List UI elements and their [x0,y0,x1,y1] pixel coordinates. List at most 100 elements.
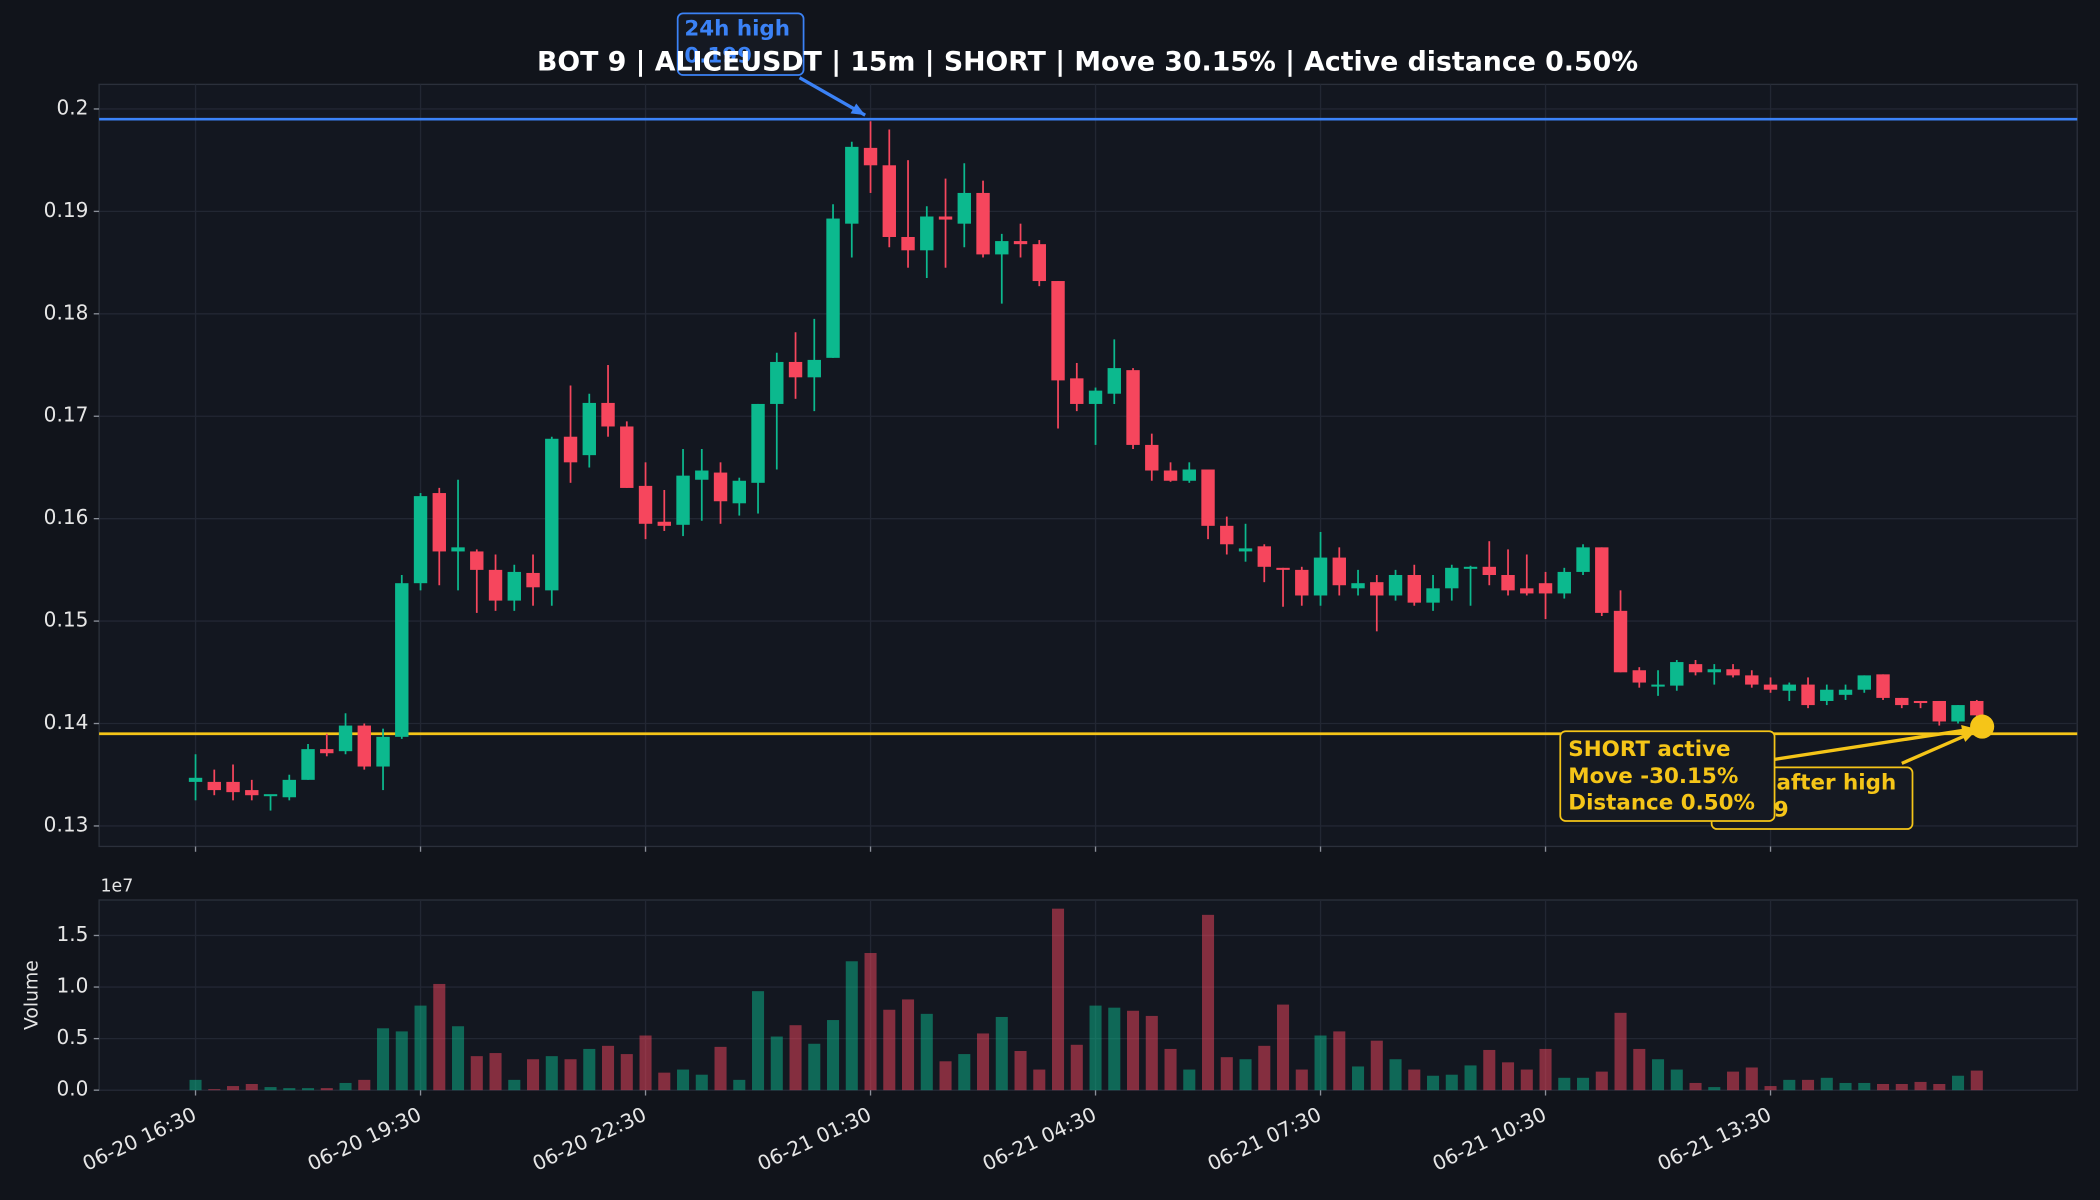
annotation-text: 0.199 [684,43,752,68]
candle-body [1351,583,1365,589]
volume-bar [1858,1082,1871,1091]
candle-body [976,192,990,255]
volume-bar [508,1079,521,1091]
volume-bar [1595,1071,1608,1091]
candle-body [1463,566,1478,569]
annotation-text: Move -30.15% [1568,764,1738,789]
candle-body [957,192,971,224]
volume-bar [1239,1059,1252,1091]
volume-bar [1370,1040,1383,1091]
volume-bar [1258,1045,1271,1091]
volume-bar [1202,914,1215,1091]
candle-body [1576,547,1590,572]
candle-body [713,472,728,502]
volume-bar [527,1059,540,1091]
candle-body [901,236,915,251]
candle-body [413,496,428,584]
volume-bar [789,1025,802,1091]
candle-body [526,572,540,588]
candle-body [395,583,409,737]
volume-bar [958,1054,971,1091]
candle-body [620,426,634,488]
volume-bar [1014,1050,1027,1091]
y-tick-label: 0.17 [44,403,89,427]
volume-bar [1464,1065,1477,1091]
annotation-text: Distance 0.50% [1568,791,1755,816]
candle-body [807,359,821,378]
candle-body [1688,664,1703,673]
volume-bar [302,1088,315,1091]
volume-bar [1333,1031,1346,1091]
volume-bar [1108,1007,1121,1091]
volume-bar [1727,1071,1740,1091]
volume-bar [1745,1067,1758,1091]
volume-bar [677,1069,690,1091]
candle-body [1051,281,1065,381]
volume-bar [1164,1048,1177,1091]
candle-body [1013,241,1028,245]
candle-body [226,781,240,793]
candle-body [1201,469,1215,526]
volume-bar [1295,1069,1308,1091]
volume-bar [1033,1069,1046,1091]
volume-bar [1089,1005,1102,1091]
candle-body [282,779,296,798]
candle-body [1238,548,1253,552]
volume-bar [1970,1070,1983,1091]
y-tick-label: 0.18 [44,300,89,324]
candle-body [1145,444,1159,471]
volume-bar [1633,1048,1646,1091]
y-tick-label: 0.5 [56,1025,88,1049]
candle-body [1595,547,1609,613]
volume-bar [320,1088,333,1091]
candle-body [1763,684,1778,690]
volume-bar [583,1048,596,1091]
y-tick-label: 0.14 [44,710,89,734]
volume-bar [1483,1049,1496,1091]
candle-body [1951,705,1965,722]
candle-body [920,216,934,251]
volume-bar [770,1036,783,1091]
annotation-text: 24h high [684,16,790,41]
candle-body [545,438,559,591]
candle-body [1295,569,1309,596]
candle-body [1520,588,1534,594]
volume-bar [1539,1048,1552,1091]
candle-body [863,147,878,166]
volume-bar [845,961,858,1091]
annotation-text: SHORT active [1568,737,1730,762]
y-tick-label: 0.15 [44,608,89,632]
candle-body [695,470,709,480]
volume-bar [1558,1077,1571,1091]
volume-bar [1052,908,1065,1091]
candle-body [338,725,353,752]
candle-body [788,361,803,378]
candle-body [995,241,1009,255]
volume-bar [1820,1077,1833,1091]
volume-bar [245,1083,258,1091]
volume-bar [283,1088,296,1091]
volume-bar [883,1009,896,1091]
candle-body [1707,669,1721,673]
candle-body [1332,557,1346,586]
volume-bar [995,1016,1008,1091]
volume-bar [264,1087,277,1091]
volume-bar [1895,1083,1908,1091]
candle-body [845,146,859,224]
candle-body [582,402,596,456]
candle-body [1407,574,1421,603]
candle-body [563,436,578,463]
volume-bar [602,1045,615,1091]
volume-bar [1277,1004,1290,1091]
annotation-box [676,12,805,76]
volume-bar [189,1079,202,1091]
candle-body [1876,674,1890,698]
candle-body [1313,557,1328,596]
volume-bar [733,1079,746,1091]
volume-bar [358,1079,371,1091]
candle-body [1745,675,1759,685]
volume-bar [433,983,446,1091]
candle-body [245,790,259,796]
